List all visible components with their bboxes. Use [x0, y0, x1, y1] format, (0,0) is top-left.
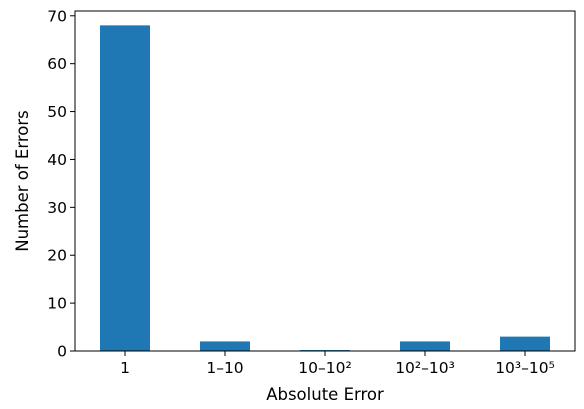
- y-axis-ticks: 0 10 20 30 40 50 60 70: [47, 7, 75, 361]
- y-tick-label-1: 10: [47, 295, 67, 313]
- bar-1: [200, 341, 250, 351]
- y-tick-label-3: 30: [47, 199, 67, 217]
- y-axis-title: Number of Errors: [13, 110, 32, 252]
- y-tick-label-2: 20: [47, 247, 67, 265]
- bar-0: [100, 25, 150, 351]
- bar-4: [500, 336, 550, 351]
- x-tick-label-2: 10–10²: [298, 359, 351, 377]
- x-tick-label-0: 1: [120, 359, 130, 377]
- bars-group: [100, 25, 550, 351]
- y-tick-label-0: 0: [57, 343, 67, 361]
- x-tick-label-4: 10³–10⁵: [495, 359, 555, 377]
- y-tick-label-5: 50: [47, 103, 67, 121]
- y-tick-label-7: 70: [47, 7, 67, 25]
- y-tick-label-4: 40: [47, 151, 67, 169]
- x-axis-ticks: 1 1–10 10–10² 10²–10³ 10³–10⁵: [120, 351, 555, 377]
- y-tick-label-6: 60: [47, 55, 67, 73]
- plot-frame: [74, 10, 576, 352]
- x-axis-title: Absolute Error: [266, 385, 384, 404]
- x-tick-label-3: 10²–10³: [395, 359, 455, 377]
- bar-3: [400, 341, 450, 351]
- x-tick-label-1: 1–10: [206, 359, 243, 377]
